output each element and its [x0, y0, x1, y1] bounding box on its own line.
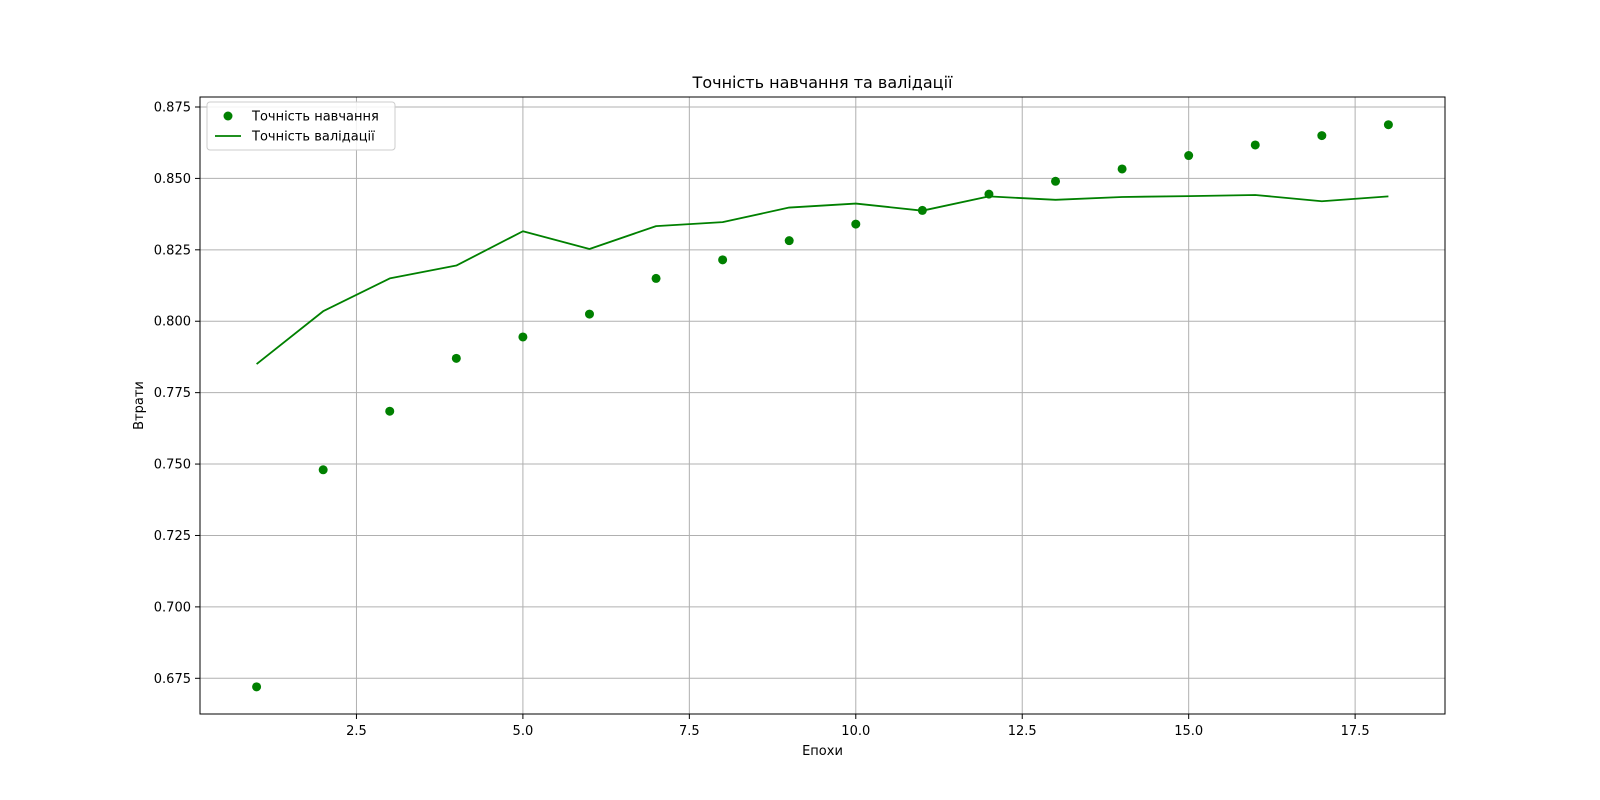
legend-point-marker	[223, 111, 233, 121]
y-tick-label: 0.750	[154, 458, 191, 473]
training-accuracy-point	[518, 332, 528, 342]
training-accuracy-point	[651, 273, 661, 283]
training-accuracy-point	[1184, 151, 1194, 161]
training-accuracy-point	[718, 255, 728, 265]
legend: Точність навчання Точність валідації	[206, 101, 396, 151]
training-accuracy-point	[1317, 131, 1327, 141]
training-accuracy-point	[1051, 176, 1061, 186]
x-tick-label: 5.0	[513, 724, 534, 739]
training-accuracy-point	[451, 353, 461, 363]
y-tick-label: 0.800	[154, 315, 191, 330]
y-tick-label: 0.825	[154, 243, 191, 258]
validation-accuracy-line	[256, 194, 1389, 365]
training-accuracy-point	[1250, 140, 1260, 150]
y-tick-label: 0.775	[154, 386, 191, 401]
y-tick-label: 0.700	[154, 600, 191, 615]
y-tick-label: 0.675	[154, 672, 191, 687]
plot-frame	[199, 96, 1446, 715]
x-tick-label: 2.5	[346, 724, 367, 739]
x-tick-label: 12.5	[1008, 724, 1037, 739]
training-accuracy-point	[252, 682, 262, 692]
plot-series	[252, 120, 1393, 692]
training-accuracy-point	[1383, 120, 1393, 130]
y-axis: 0.675 0.700 0.725 0.750 0.775 0.800 0.825 0.850…	[154, 100, 200, 687]
legend-label: Точність валідації	[251, 130, 375, 145]
grid	[200, 97, 1445, 714]
training-accuracy-point	[385, 406, 395, 416]
y-tick-label: 0.850	[154, 172, 191, 187]
training-accuracy-point	[851, 219, 861, 229]
x-axis-title: Епохи	[802, 744, 843, 759]
x-tick-label: 15.0	[1174, 724, 1203, 739]
training-accuracy-point	[1117, 164, 1127, 174]
training-accuracy-point	[784, 236, 794, 246]
x-axis: 2.5 5.0 7.5 10.0 12.5 15.0 17.5	[346, 714, 1370, 739]
training-accuracy-point	[318, 465, 328, 475]
y-axis-title: Втрати	[132, 381, 147, 430]
y-tick-label: 0.725	[154, 529, 191, 544]
legend-box	[206, 101, 396, 151]
chart-title: Точність навчання та валідації	[692, 73, 953, 92]
x-tick-label: 7.5	[679, 724, 700, 739]
training-accuracy-point	[584, 309, 594, 319]
x-tick-label: 10.0	[841, 724, 870, 739]
validation-series	[256, 194, 1389, 365]
legend-label: Точність навчання	[251, 110, 379, 125]
x-tick-label: 17.5	[1341, 724, 1370, 739]
y-tick-label: 0.875	[154, 100, 191, 115]
